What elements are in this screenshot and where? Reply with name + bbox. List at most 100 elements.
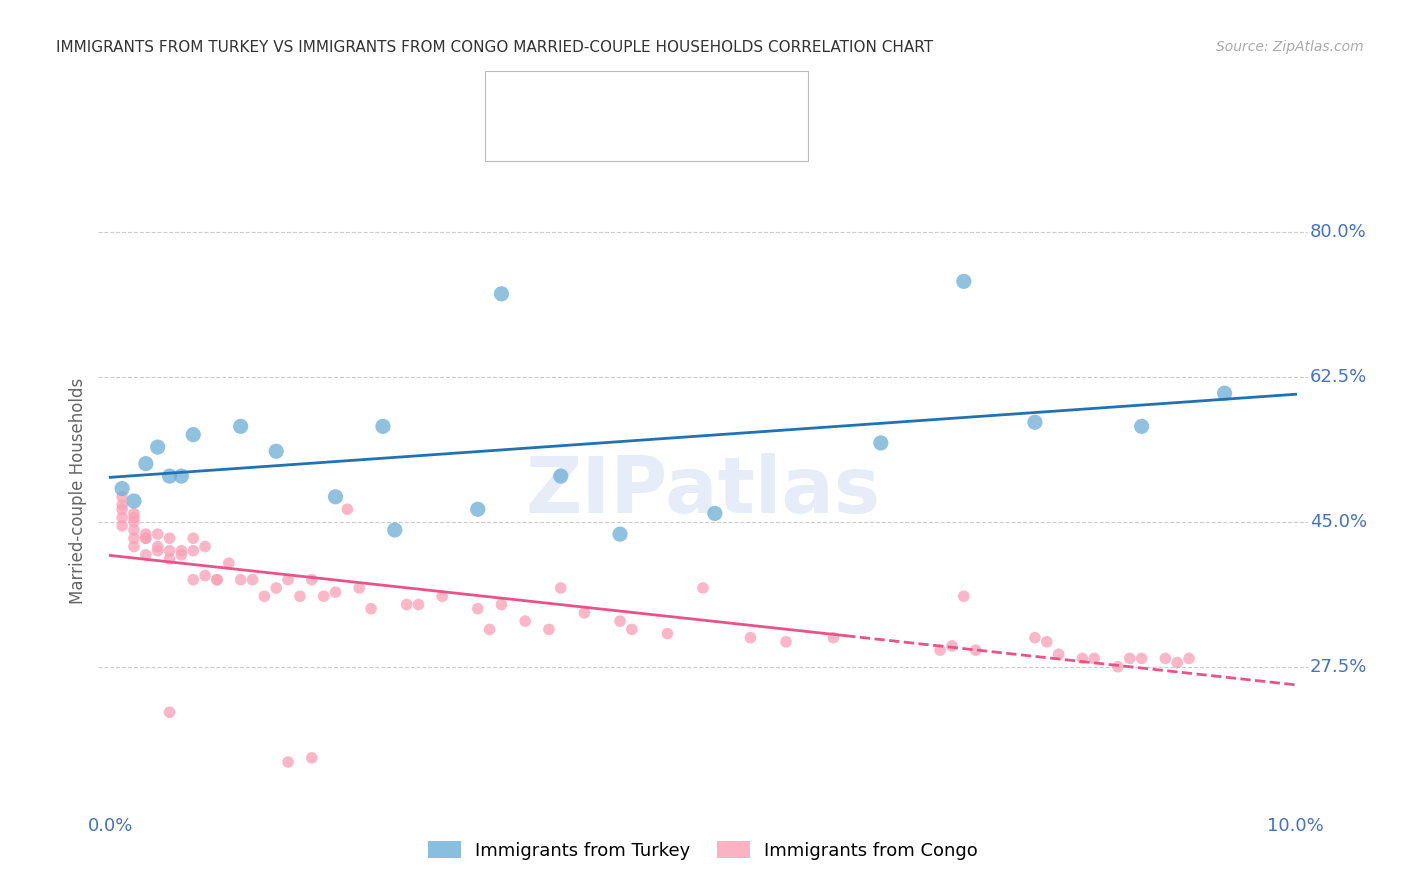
Point <box>869 436 891 450</box>
FancyBboxPatch shape <box>506 127 537 150</box>
Point <box>1047 647 1070 661</box>
Point <box>408 598 430 612</box>
Point <box>122 523 145 537</box>
Point <box>146 440 169 454</box>
Point <box>122 515 145 529</box>
Point <box>229 419 252 434</box>
Point <box>122 510 145 524</box>
Point <box>1083 651 1105 665</box>
Point <box>181 573 204 587</box>
Point <box>1071 651 1094 665</box>
Point <box>1130 651 1153 665</box>
Point <box>550 469 572 483</box>
Point <box>325 585 347 599</box>
Point <box>478 623 501 637</box>
Point <box>620 623 643 637</box>
Text: ZIPatlas: ZIPatlas <box>526 452 880 529</box>
Point <box>135 531 157 545</box>
Point <box>253 589 276 603</box>
Point <box>277 755 299 769</box>
Text: R =: R = <box>546 89 585 107</box>
Point <box>242 573 264 587</box>
Point <box>111 510 134 524</box>
Point <box>111 498 134 512</box>
Point <box>952 589 974 603</box>
Y-axis label: Married-couple Households: Married-couple Households <box>69 377 87 604</box>
Point <box>277 573 299 587</box>
Point <box>657 626 679 640</box>
Point <box>111 490 134 504</box>
Text: R =: R = <box>546 129 585 147</box>
Point <box>347 581 370 595</box>
Text: IMMIGRANTS FROM TURKEY VS IMMIGRANTS FROM CONGO MARRIED-COUPLE HOUSEHOLDS CORREL: IMMIGRANTS FROM TURKEY VS IMMIGRANTS FRO… <box>56 40 934 55</box>
Point <box>146 527 169 541</box>
Text: 27.5%: 27.5% <box>1310 657 1368 676</box>
Point <box>491 598 513 612</box>
Text: 45.0%: 45.0% <box>1310 513 1367 531</box>
Point <box>491 286 513 301</box>
Point <box>952 274 974 288</box>
Point <box>159 543 181 558</box>
Point <box>205 573 228 587</box>
Point <box>170 548 193 562</box>
Point <box>122 494 145 508</box>
Text: Source: ZipAtlas.com: Source: ZipAtlas.com <box>1216 40 1364 54</box>
Point <box>194 568 217 582</box>
Point <box>135 527 157 541</box>
Point <box>395 598 418 612</box>
Text: 75: 75 <box>690 129 716 147</box>
Point <box>312 589 335 603</box>
Point <box>205 573 228 587</box>
Text: N =: N = <box>640 89 679 107</box>
Point <box>229 573 252 587</box>
Point <box>740 631 762 645</box>
Point <box>111 482 134 496</box>
Point <box>218 556 240 570</box>
Point <box>574 606 596 620</box>
Point <box>146 540 169 554</box>
Point <box>550 581 572 595</box>
Point <box>159 706 181 720</box>
Point <box>301 751 323 765</box>
Point <box>111 518 134 533</box>
Text: -0.118: -0.118 <box>581 129 645 147</box>
Point <box>159 531 181 545</box>
Point <box>135 531 157 545</box>
Point <box>170 543 193 558</box>
Point <box>1024 415 1046 429</box>
Point <box>301 573 323 587</box>
Text: N =: N = <box>655 129 695 147</box>
Point <box>941 639 963 653</box>
Text: 0.341: 0.341 <box>581 89 637 107</box>
Point <box>181 531 204 545</box>
Point <box>264 581 287 595</box>
Point <box>515 614 537 628</box>
Point <box>703 507 725 521</box>
Point <box>467 601 489 615</box>
Point <box>111 502 134 516</box>
Point <box>775 635 797 649</box>
Point <box>1213 386 1236 401</box>
Point <box>609 527 631 541</box>
Point <box>1178 651 1201 665</box>
Point <box>1130 419 1153 434</box>
Point <box>122 507 145 521</box>
Point <box>146 543 169 558</box>
Point <box>467 502 489 516</box>
Point <box>371 419 394 434</box>
Point <box>122 531 145 545</box>
Point <box>170 469 193 483</box>
Point <box>181 543 204 558</box>
Point <box>1119 651 1142 665</box>
Point <box>609 614 631 628</box>
FancyBboxPatch shape <box>506 87 537 110</box>
Text: 20: 20 <box>675 89 700 107</box>
Point <box>159 469 181 483</box>
Point <box>929 643 952 657</box>
Point <box>194 540 217 554</box>
Point <box>537 623 560 637</box>
Text: 80.0%: 80.0% <box>1310 223 1367 241</box>
Point <box>1166 656 1188 670</box>
Point <box>1036 635 1059 649</box>
Point <box>1024 631 1046 645</box>
